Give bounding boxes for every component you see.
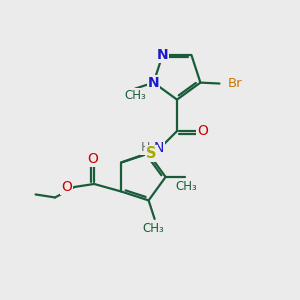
Text: H: H <box>141 141 151 154</box>
Text: N: N <box>154 141 164 154</box>
Text: S: S <box>146 146 157 161</box>
Text: N: N <box>148 76 159 90</box>
Text: N: N <box>157 48 168 62</box>
Text: O: O <box>61 180 72 194</box>
Text: CH₃: CH₃ <box>142 222 164 235</box>
Text: CH₃: CH₃ <box>124 89 146 102</box>
Text: CH₃: CH₃ <box>176 180 197 193</box>
Text: Br: Br <box>227 77 242 90</box>
Text: O: O <box>197 124 208 138</box>
Text: O: O <box>88 152 98 167</box>
